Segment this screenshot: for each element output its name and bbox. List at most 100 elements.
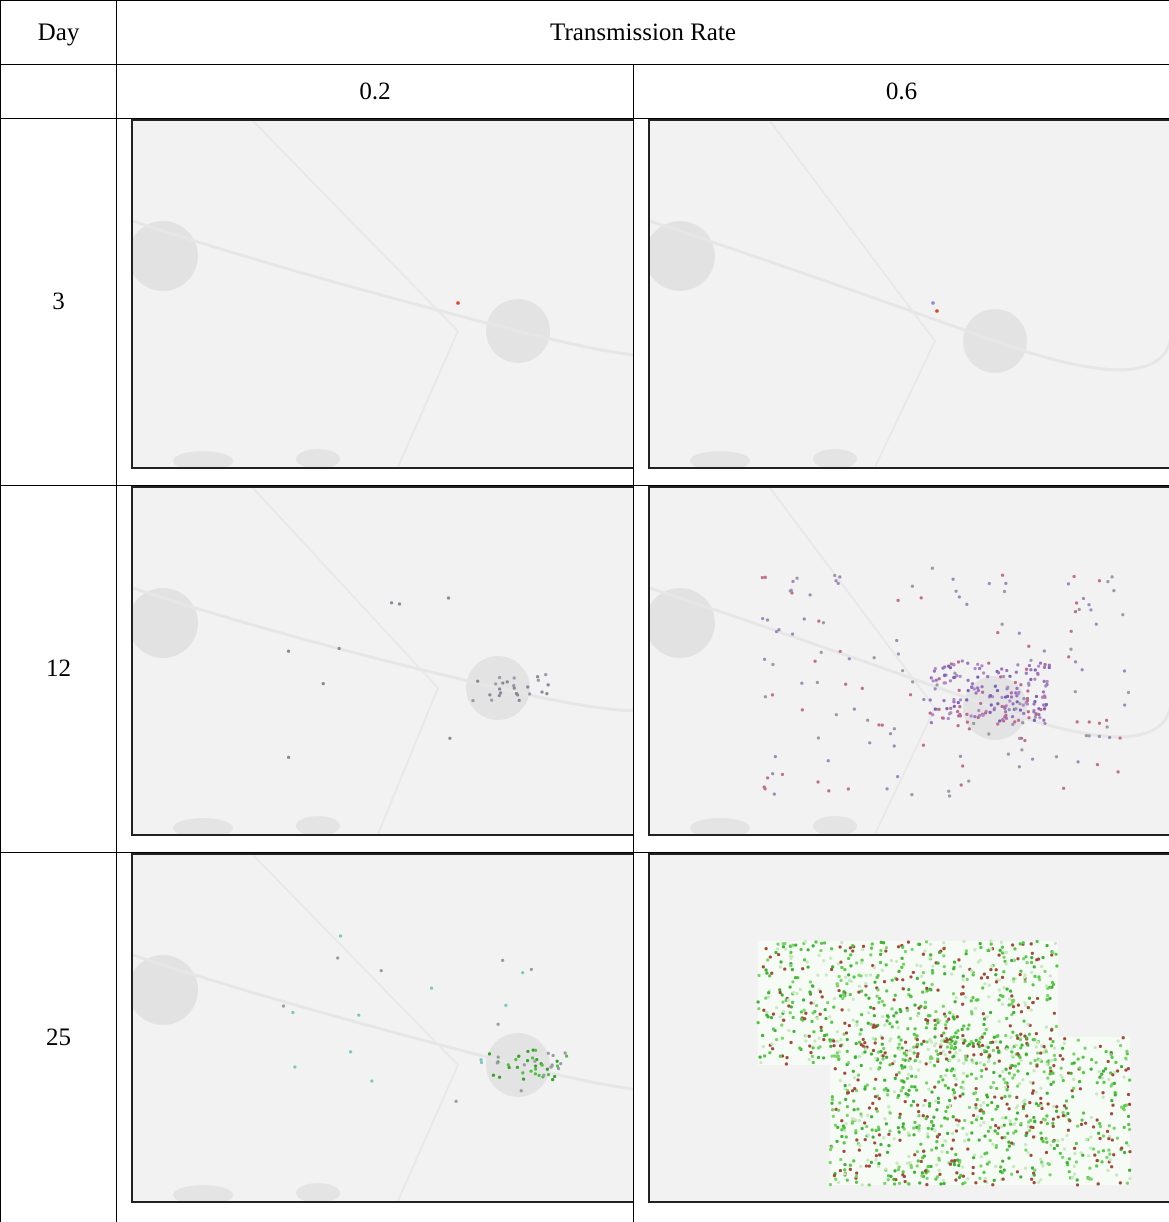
map-feature	[770, 972, 773, 975]
map-feature	[885, 989, 888, 992]
map-feature	[931, 983, 934, 986]
map-feature	[918, 943, 921, 946]
map-feature	[853, 1087, 856, 1090]
map-feature	[1003, 715, 1006, 718]
map-feature	[960, 783, 963, 786]
map-feature	[881, 1036, 884, 1039]
map-feature	[791, 968, 794, 971]
map-feature	[1121, 613, 1124, 616]
map-feature	[1008, 1145, 1011, 1148]
map-feature	[772, 1028, 775, 1031]
map-feature	[889, 732, 892, 735]
day-row: 25	[1, 853, 1169, 1222]
map-image	[648, 486, 1169, 836]
map-feature	[912, 1046, 915, 1049]
map-feature	[922, 1114, 925, 1117]
map-feature	[883, 1079, 886, 1082]
map-feature	[935, 1163, 938, 1166]
map-feature	[1073, 575, 1076, 578]
map-feature	[854, 1131, 857, 1134]
map-feature	[811, 1055, 814, 1058]
map-feature	[839, 1079, 842, 1082]
map-feature	[1029, 1154, 1032, 1157]
map-feature	[1007, 753, 1010, 756]
map-feature	[1035, 1045, 1038, 1048]
map-feature	[779, 991, 782, 994]
map-feature	[789, 954, 792, 957]
map-feature	[860, 1064, 863, 1067]
map-feature	[802, 998, 805, 1001]
map-feature	[999, 1170, 1002, 1173]
map-feature	[1027, 1125, 1030, 1128]
map-feature	[1001, 705, 1004, 708]
map-feature	[871, 1102, 874, 1105]
map-feature	[1050, 1029, 1053, 1032]
map-feature	[1111, 1104, 1114, 1107]
map-feature	[1053, 1147, 1056, 1150]
map-feature	[1072, 1087, 1075, 1090]
map-feature	[1005, 1088, 1008, 1091]
map-feature	[1039, 1131, 1042, 1134]
map-feature	[521, 1071, 524, 1074]
map-feature	[894, 994, 897, 997]
map-feature	[862, 1038, 865, 1041]
map-feature	[926, 1135, 929, 1138]
map-feature	[978, 1138, 981, 1141]
map-image	[131, 853, 633, 1203]
map-feature	[818, 1037, 821, 1040]
map-feature	[1011, 1076, 1014, 1079]
map-feature	[817, 954, 820, 957]
map-feature	[1046, 680, 1049, 683]
map-feature	[1015, 687, 1018, 690]
map-feature	[1015, 1106, 1018, 1109]
map-feature	[1106, 1169, 1109, 1172]
map-feature	[1128, 1079, 1131, 1082]
map-feature	[916, 1052, 919, 1055]
map-feature	[893, 1137, 896, 1140]
map-feature	[950, 1147, 953, 1150]
map-feature	[926, 1040, 929, 1043]
map-feature	[1051, 1040, 1054, 1043]
map-feature	[910, 995, 913, 998]
map-feature	[837, 1181, 840, 1184]
map-feature	[1005, 1017, 1008, 1020]
map-feature	[900, 966, 903, 969]
map-feature	[998, 988, 1001, 991]
map-feature	[989, 940, 992, 943]
map-feature	[398, 602, 401, 605]
map-feature	[889, 1111, 892, 1114]
map-feature	[856, 1108, 859, 1111]
map-feature	[870, 1115, 873, 1118]
map-feature	[957, 724, 960, 727]
map-feature	[930, 1090, 933, 1093]
map-feature	[1008, 1107, 1011, 1110]
map-feature	[1039, 1158, 1042, 1161]
map-feature	[957, 958, 960, 961]
map-feature	[1060, 1067, 1063, 1070]
map-feature	[912, 1133, 915, 1136]
map-feature	[765, 1011, 768, 1014]
map-feature	[861, 948, 864, 951]
map-feature	[762, 1009, 765, 1012]
map-feature	[981, 986, 984, 989]
map-feature	[944, 1053, 947, 1056]
map-feature	[785, 1062, 788, 1065]
map-feature	[804, 1012, 807, 1015]
map-feature	[787, 1029, 790, 1032]
map-feature	[531, 1056, 534, 1059]
map-feature	[875, 976, 878, 979]
map-feature	[1033, 965, 1036, 968]
map-feature	[1102, 1070, 1105, 1073]
map-feature	[956, 1159, 959, 1162]
map-feature	[942, 947, 945, 950]
map-feature	[1123, 1108, 1126, 1111]
map-feature	[815, 1004, 818, 1007]
group-header: Transmission Rate	[117, 1, 1169, 65]
map-feature	[934, 1010, 937, 1013]
map-feature	[847, 957, 850, 960]
map-feature	[869, 953, 872, 956]
map-feature	[808, 1044, 811, 1047]
map-feature	[941, 1144, 944, 1147]
map-feature	[940, 1034, 943, 1037]
map-feature	[866, 1114, 869, 1117]
